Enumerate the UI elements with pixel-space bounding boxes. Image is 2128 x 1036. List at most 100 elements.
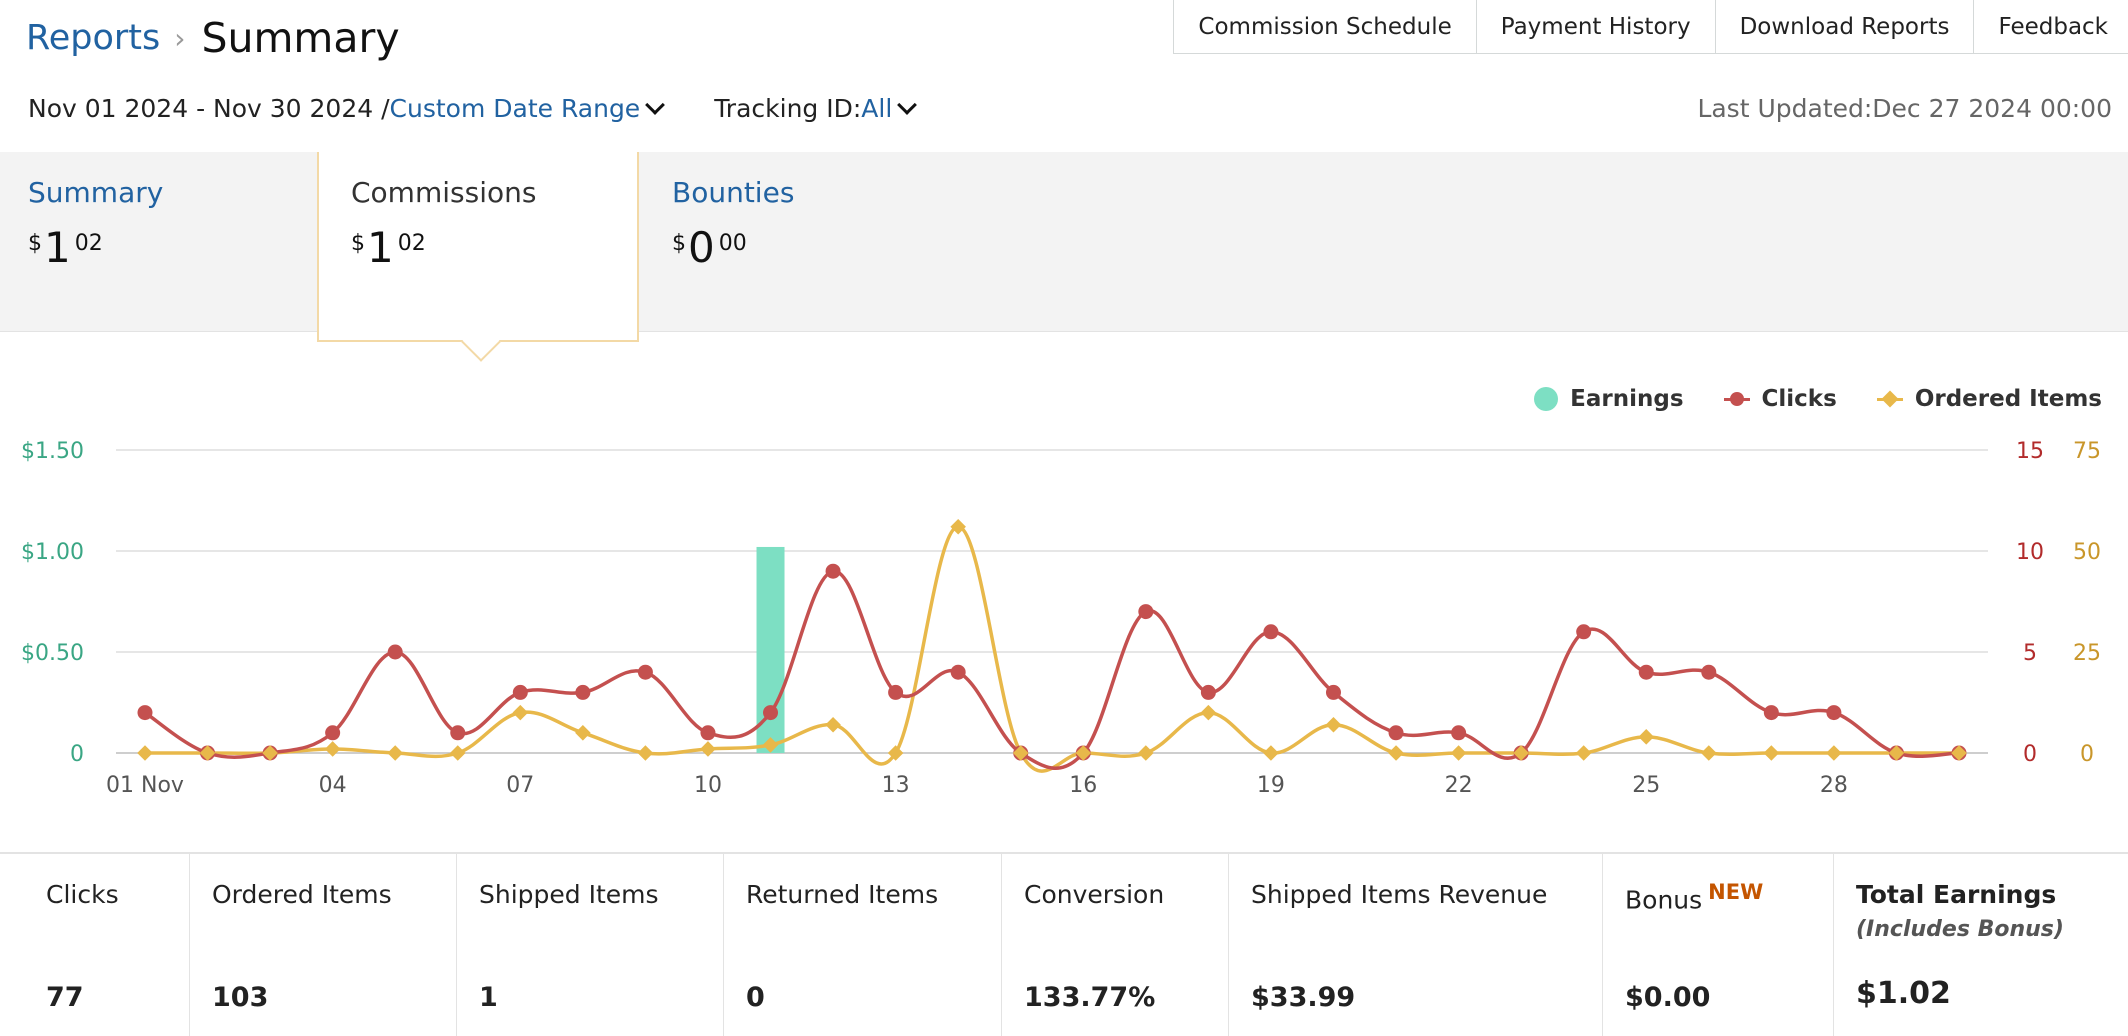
amount-dollars: 1 <box>44 223 71 272</box>
tab-feedback[interactable]: Feedback <box>1973 0 2128 54</box>
stat-label: Bonus NEW <box>1625 880 1833 914</box>
ordered-items-point <box>512 704 529 721</box>
ordered-items-point <box>1263 745 1279 761</box>
bounties-amount: $ 0 00 <box>672 227 962 269</box>
summary-tab-summary[interactable]: Summary $ 1 02 <box>0 152 318 332</box>
tab-download-reports[interactable]: Download Reports <box>1714 0 1974 54</box>
commissions-amount: $ 1 02 <box>351 227 637 269</box>
y-tick-label-earnings: 0 <box>70 742 84 767</box>
ordered-items-point <box>1763 745 1780 761</box>
legend-ordered-items[interactable]: Ordered Items <box>1876 386 2102 412</box>
ordered-items-point <box>1075 745 1092 761</box>
legend-earnings-label: Earnings <box>1570 386 1684 412</box>
commissions-tab-label: Commissions <box>351 176 537 209</box>
clicks-point <box>325 725 341 741</box>
ordered-items-point <box>825 716 841 733</box>
tab-commission-schedule[interactable]: Commission Schedule <box>1173 0 1476 54</box>
stat-value: 133.77% <box>1024 982 1156 1013</box>
x-tick-label: 22 <box>1445 773 1473 798</box>
clicks-point <box>1638 664 1654 680</box>
chevron-down-icon[interactable] <box>897 94 918 115</box>
y-tick-label-earnings: $1.00 <box>21 540 84 565</box>
y-tick-label-clicks: 0 <box>2023 742 2037 767</box>
summary-tab-label: Summary <box>28 176 164 209</box>
ordered-items-point <box>199 745 216 761</box>
ordered-items-point <box>762 737 779 753</box>
breadcrumb-reports-link[interactable]: Reports <box>26 18 161 58</box>
stat-conversion: Conversion 133.77% <box>1002 854 1229 1036</box>
amount-cents: 00 <box>718 231 747 256</box>
clicks-point <box>512 684 528 700</box>
ordered-items-point <box>1200 704 1217 721</box>
y-tick-label-ordered: 0 <box>2080 742 2094 767</box>
clicks-line-icon <box>1723 391 1750 406</box>
clicks-point <box>1701 664 1717 680</box>
clicks-point <box>825 563 841 579</box>
stat-value: $33.99 <box>1251 982 1356 1013</box>
ordered-items-point <box>137 745 153 761</box>
y-tick-label-clicks: 5 <box>2023 641 2037 666</box>
tab-payment-history[interactable]: Payment History <box>1475 0 1715 54</box>
new-badge: NEW <box>1708 880 1764 904</box>
ordered-items-point <box>1888 745 1905 761</box>
currency-symbol: $ <box>672 231 686 256</box>
clicks-point <box>950 664 966 680</box>
ordered-items-point <box>1325 716 1342 733</box>
top-navigation: Commission Schedule Payment History Down… <box>1173 0 2128 54</box>
ordered-items-point <box>1575 745 1592 761</box>
last-updated: Last Updated:Dec 27 2024 00:00 <box>1697 94 2112 123</box>
breadcrumb-separator-icon: › <box>174 21 186 55</box>
clicks-point <box>1576 624 1592 640</box>
chart-legend: Earnings Clicks Ordered Items <box>1494 386 2102 412</box>
ordered-items-point <box>1951 745 1967 761</box>
summary-tab-commissions[interactable]: Commissions $ 1 02 <box>317 152 639 362</box>
clicks-point <box>763 705 779 721</box>
legend-clicks[interactable]: Clicks <box>1723 386 1837 412</box>
stat-shipped-items-revenue: Shipped Items Revenue $33.99 <box>1229 854 1603 1036</box>
active-tab-pointer-icon <box>461 322 501 362</box>
stat-ordered-items: Ordered Items 103 <box>190 854 457 1036</box>
stat-label: Conversion <box>1024 880 1165 909</box>
clicks-point <box>637 664 653 680</box>
summary-band: Summary $ 1 02 Commissions $ 1 02 Bounti… <box>0 152 2128 362</box>
ordered-items-line-icon <box>1876 397 1903 401</box>
stat-returned-items: Returned Items 0 <box>724 854 1002 1036</box>
stats-bar: Clicks 77 Ordered Items 103 Shipped Item… <box>0 852 2128 1036</box>
clicks-point <box>1138 604 1154 620</box>
tracking-id-dropdown[interactable]: All <box>861 94 893 123</box>
y-tick-label-ordered: 50 <box>2073 540 2101 565</box>
ordered-items-point <box>1388 745 1404 761</box>
stat-clicks: Clicks 77 <box>0 854 190 1036</box>
summary-amount: $ 1 02 <box>28 227 318 269</box>
currency-symbol: $ <box>351 231 365 256</box>
ordered-items-point <box>1701 745 1717 761</box>
clicks-point <box>1388 725 1404 741</box>
ordered-items-point <box>1826 745 1842 761</box>
x-tick-label: 19 <box>1257 773 1285 798</box>
ordered-items-point <box>1513 745 1529 761</box>
custom-date-range-dropdown[interactable]: Custom Date Range <box>389 94 641 123</box>
x-tick-label: 25 <box>1632 773 1660 798</box>
legend-clicks-label: Clicks <box>1761 386 1837 412</box>
ordered-items-point <box>262 745 278 761</box>
legend-earnings[interactable]: Earnings <box>1534 386 1684 412</box>
clicks-point <box>888 684 904 700</box>
ordered-items-point <box>575 725 591 741</box>
amount-dollars: 0 <box>688 223 715 272</box>
y-tick-label-ordered: 25 <box>2073 641 2101 666</box>
stat-value: 0 <box>746 982 765 1013</box>
ordered-items-point <box>324 741 341 757</box>
ordered-items-point <box>637 745 654 761</box>
x-tick-label: 13 <box>882 773 910 798</box>
clicks-point <box>1763 705 1779 721</box>
y-tick-label-earnings: $0.50 <box>21 641 84 666</box>
amount-cents: 02 <box>74 231 103 256</box>
summary-tab-bounties[interactable]: Bounties $ 0 00 <box>644 152 962 332</box>
stat-value: 1 <box>479 982 498 1013</box>
clicks-point <box>1451 725 1467 741</box>
ordered-items-point <box>1638 729 1655 745</box>
amount-cents: 02 <box>397 231 426 256</box>
chevron-down-icon[interactable] <box>645 94 666 115</box>
ordered-items-line <box>145 525 1959 773</box>
tracking-id-label: Tracking ID: <box>714 94 862 123</box>
